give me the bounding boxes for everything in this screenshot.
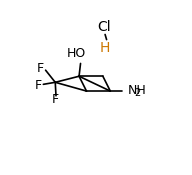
Text: HO: HO: [67, 47, 86, 60]
Text: 2: 2: [135, 88, 141, 98]
Text: F: F: [35, 79, 42, 92]
Text: F: F: [37, 62, 44, 75]
Text: Cl: Cl: [97, 20, 110, 34]
Text: H: H: [100, 41, 110, 55]
Text: NH: NH: [127, 84, 146, 97]
Text: F: F: [52, 93, 59, 106]
